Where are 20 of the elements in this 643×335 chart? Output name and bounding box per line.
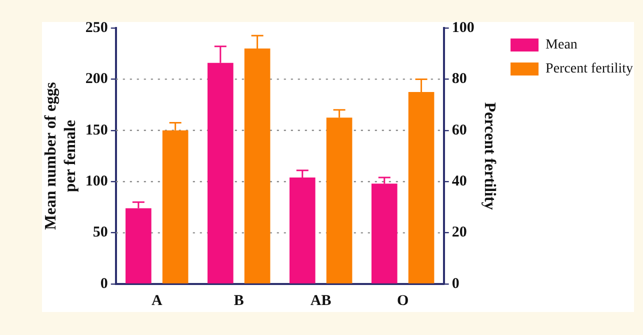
y-tick-label: 200	[85, 71, 108, 88]
y-tick-label: 150	[85, 122, 108, 138]
legend-label: Mean	[546, 38, 578, 53]
y-tick-label: 50	[92, 224, 108, 241]
y-tick-label: 100	[85, 173, 108, 190]
y2-tick-label: 100	[452, 20, 474, 36]
x-tick-label: B	[234, 292, 244, 309]
x-tick-label: AB	[310, 292, 332, 309]
y-tick-label: 0	[100, 276, 108, 292]
y2-tick-label: 0	[452, 276, 460, 292]
y2-tick-label: 20	[452, 224, 467, 241]
y2-tick-label: 40	[452, 173, 467, 190]
y2-axis-title: Percent fertility	[480, 102, 498, 210]
y2-tick-label: 80	[452, 71, 467, 88]
y-tick-label: 250	[85, 20, 108, 36]
y2-tick-label: 60	[452, 122, 467, 138]
x-tick-label: A	[151, 292, 162, 309]
legend-label: Percent fertility	[546, 62, 634, 77]
x-tick-label: O	[397, 292, 409, 309]
y-axis-title: Mean number of eggs per female	[42, 82, 79, 230]
